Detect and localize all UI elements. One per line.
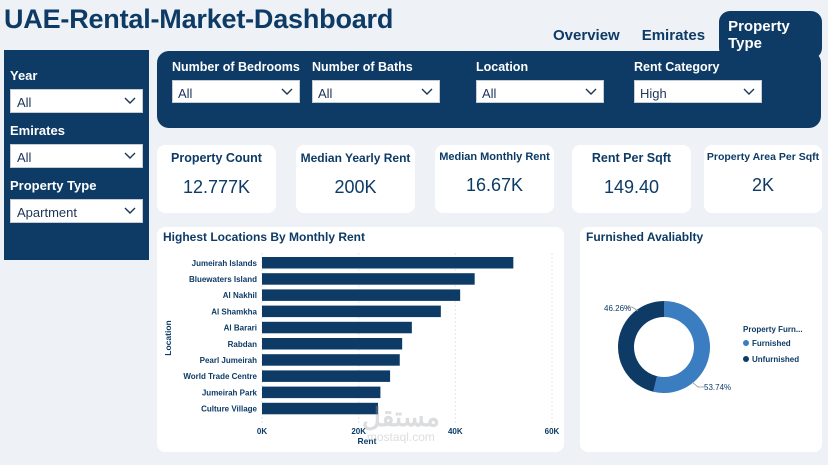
chevron-down-icon bbox=[421, 88, 433, 95]
baths-dropdown[interactable]: All bbox=[312, 80, 440, 103]
year-dropdown-value: All bbox=[17, 95, 32, 110]
category-label: World Trade Centre bbox=[183, 372, 257, 381]
category-label: Rabdan bbox=[228, 340, 257, 349]
legend-marker bbox=[743, 356, 749, 362]
bar bbox=[262, 257, 514, 269]
kpi-value: 16.67K bbox=[465, 175, 524, 195]
bar-chart-title: Highest Locations By Monthly Rent bbox=[163, 230, 366, 244]
kpi-title: Median Yearly Rent bbox=[300, 151, 411, 165]
bar bbox=[262, 321, 412, 334]
watermark-latin: mostaql.com bbox=[366, 430, 435, 444]
donut-chart-panel: Furnished Avaliablty 53.74% 46.26% Propert… bbox=[580, 227, 822, 452]
category-label: Pearl Jumeirah bbox=[200, 356, 257, 365]
bar bbox=[262, 386, 381, 399]
x-tick-label: 60K bbox=[545, 427, 560, 436]
legend-label: Furnished bbox=[752, 339, 791, 348]
chevron-down-icon bbox=[124, 97, 136, 104]
chevron-down-icon bbox=[281, 88, 293, 95]
rent-category-filter: Rent Category High bbox=[634, 60, 762, 103]
kpi-rent-per-sqft: Rent Per Sqft 149.40 bbox=[572, 145, 691, 213]
leader-line bbox=[626, 306, 639, 312]
emirates-dropdown-value: All bbox=[17, 150, 32, 165]
page-title: UAE-Rental-Market-Dashboard bbox=[4, 4, 394, 34]
rent-category-dropdown-value: High bbox=[640, 86, 667, 101]
rent-category-filter-label: Rent Category bbox=[634, 60, 720, 74]
kpi-value: 149.40 bbox=[603, 177, 660, 197]
bar bbox=[262, 354, 400, 366]
bedrooms-filter: Number of Bedrooms All bbox=[172, 60, 300, 103]
year-filter-label: Year bbox=[10, 68, 38, 83]
bar bbox=[262, 402, 378, 415]
sidebar-filters: Year All Emirates All Property Type Apar… bbox=[4, 50, 149, 260]
year-dropdown[interactable]: All bbox=[10, 89, 143, 113]
kpi-title: Rent Per Sqft bbox=[591, 151, 672, 165]
donut-slice bbox=[653, 301, 710, 393]
bar bbox=[262, 338, 403, 350]
rent-category-dropdown[interactable]: High bbox=[634, 80, 762, 103]
x-axis-label: Rent bbox=[358, 436, 377, 446]
category-label: Al Barari bbox=[224, 324, 257, 333]
data-label-furnished: 53.74% bbox=[704, 383, 731, 392]
category-label: Culture Village bbox=[201, 405, 257, 414]
bar-chart: 0K 20K 40K 60K Jumeirah Islands Bluewaters Is… bbox=[163, 253, 560, 446]
property-type-filter-label: Property Type bbox=[10, 178, 97, 193]
kpi-title: Property Area Per Sqft bbox=[706, 151, 820, 163]
bedrooms-dropdown-value: All bbox=[178, 86, 193, 101]
donut-chart-title: Furnished Avaliablty bbox=[586, 230, 704, 244]
legend-title: Property Furn... bbox=[743, 325, 803, 334]
kpi-value: 200K bbox=[334, 177, 377, 197]
location-dropdown-value: All bbox=[482, 86, 497, 101]
top-filter-bar: Number of Bedrooms All Number of Baths A… bbox=[157, 51, 821, 128]
donut-chart: 53.74% 46.26% Property Furn... Furnished Unf… bbox=[604, 301, 803, 393]
category-label: Al Shamkha bbox=[211, 307, 257, 316]
category-label: Al Nakhil bbox=[223, 291, 257, 300]
location-filter: Location All bbox=[476, 60, 604, 103]
data-label-unfurnished: 46.26% bbox=[604, 304, 631, 313]
chevron-down-icon bbox=[124, 207, 136, 214]
watermark-arabic: مستقل bbox=[362, 402, 440, 432]
nav-overview-button[interactable]: Overview bbox=[553, 26, 620, 44]
chevron-down-icon bbox=[124, 152, 136, 159]
baths-filter: Number of Baths All bbox=[312, 60, 440, 103]
category-label: Jumeirah Park bbox=[202, 388, 258, 397]
kpi-title: Median Monthly Rent bbox=[439, 151, 550, 163]
category-label: Jumeirah Islands bbox=[192, 259, 258, 268]
kpi-median-yearly-rent: Median Yearly Rent 200K bbox=[296, 145, 415, 213]
bar bbox=[262, 289, 461, 301]
category-label: Bluewaters Island bbox=[189, 275, 257, 284]
emirates-filter-label: Emirates bbox=[10, 123, 65, 138]
leader-line bbox=[691, 381, 704, 388]
bedrooms-filter-label: Number of Bedrooms bbox=[172, 60, 300, 74]
baths-dropdown-value: All bbox=[318, 86, 333, 101]
location-filter-label: Location bbox=[476, 60, 529, 74]
emirates-dropdown[interactable]: All bbox=[10, 144, 143, 168]
y-axis-label: Location bbox=[163, 320, 173, 355]
kpi-value: 2K bbox=[751, 175, 775, 195]
kpi-property-count: Property Count 12.777K bbox=[157, 145, 276, 213]
location-dropdown[interactable]: All bbox=[476, 80, 604, 103]
bar bbox=[262, 273, 475, 285]
kpi-property-area-per-sqft: Property Area Per Sqft 2K bbox=[704, 145, 822, 213]
x-tick-label: 20K bbox=[351, 427, 366, 436]
kpi-title: Property Count bbox=[171, 151, 262, 165]
chevron-down-icon bbox=[585, 88, 597, 95]
property-type-dropdown-value: Apartment bbox=[17, 205, 77, 220]
bedrooms-dropdown[interactable]: All bbox=[172, 80, 300, 103]
kpi-median-monthly-rent: Median Monthly Rent 16.67K bbox=[435, 145, 554, 213]
bar bbox=[262, 305, 441, 318]
x-tick-label: 0K bbox=[257, 427, 267, 436]
bar bbox=[262, 370, 391, 382]
bar-chart-panel: Highest Locations By Monthly Rent 0K 20K 4… bbox=[157, 227, 564, 452]
property-type-dropdown[interactable]: Apartment bbox=[10, 199, 143, 223]
nav-emirates-button[interactable]: Emirates bbox=[641, 26, 706, 44]
legend-label: Unfurnished bbox=[752, 355, 799, 364]
watermark: مستقل mostaql.com bbox=[362, 404, 440, 444]
donut-slice bbox=[618, 301, 664, 392]
chevron-down-icon bbox=[743, 88, 755, 95]
baths-filter-label: Number of Baths bbox=[312, 60, 413, 74]
legend-marker bbox=[743, 340, 749, 346]
x-tick-label: 40K bbox=[448, 427, 463, 436]
kpi-value: 12.777K bbox=[182, 177, 251, 197]
